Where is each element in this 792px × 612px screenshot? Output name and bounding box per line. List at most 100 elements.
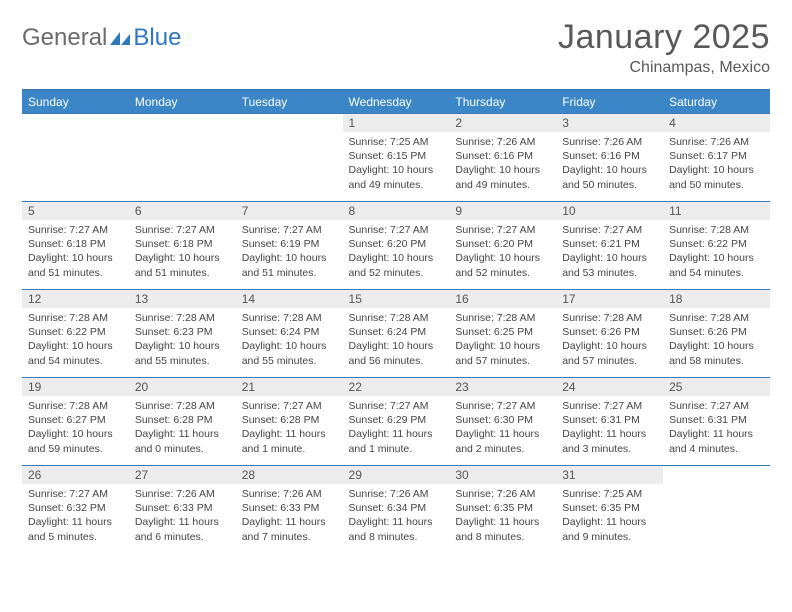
day-body: Sunrise: 7:28 AMSunset: 6:26 PMDaylight:… <box>556 308 663 372</box>
day-body: Sunrise: 7:27 AMSunset: 6:20 PMDaylight:… <box>449 220 556 284</box>
day-cell: 27Sunrise: 7:26 AMSunset: 6:33 PMDayligh… <box>129 466 236 554</box>
day-number: 31 <box>556 466 663 484</box>
day-body: Sunrise: 7:28 AMSunset: 6:28 PMDaylight:… <box>129 396 236 460</box>
week-row: 5Sunrise: 7:27 AMSunset: 6:18 PMDaylight… <box>22 202 770 290</box>
day-cell: 6Sunrise: 7:27 AMSunset: 6:18 PMDaylight… <box>129 202 236 290</box>
title-block: January 2025 Chinampas, Mexico <box>558 18 770 77</box>
day-number: 27 <box>129 466 236 484</box>
day-number: 13 <box>129 290 236 308</box>
day-body: Sunrise: 7:28 AMSunset: 6:22 PMDaylight:… <box>22 308 129 372</box>
day-number: 9 <box>449 202 556 220</box>
day-number: 6 <box>129 202 236 220</box>
day-cell: 3Sunrise: 7:26 AMSunset: 6:16 PMDaylight… <box>556 114 663 202</box>
day-cell: 7Sunrise: 7:27 AMSunset: 6:19 PMDaylight… <box>236 202 343 290</box>
calendar-head: SundayMondayTuesdayWednesdayThursdayFrid… <box>22 90 770 114</box>
day-number: 21 <box>236 378 343 396</box>
day-cell: 24Sunrise: 7:27 AMSunset: 6:31 PMDayligh… <box>556 378 663 466</box>
day-cell: 11Sunrise: 7:28 AMSunset: 6:22 PMDayligh… <box>663 202 770 290</box>
day-number: 22 <box>343 378 450 396</box>
day-body: Sunrise: 7:28 AMSunset: 6:27 PMDaylight:… <box>22 396 129 460</box>
day-cell: 19Sunrise: 7:28 AMSunset: 6:27 PMDayligh… <box>22 378 129 466</box>
day-header-row: SundayMondayTuesdayWednesdayThursdayFrid… <box>22 90 770 114</box>
day-number: 11 <box>663 202 770 220</box>
day-number: 28 <box>236 466 343 484</box>
day-header: Sunday <box>22 90 129 114</box>
day-body: Sunrise: 7:26 AMSunset: 6:17 PMDaylight:… <box>663 132 770 196</box>
day-body: Sunrise: 7:25 AMSunset: 6:15 PMDaylight:… <box>343 132 450 196</box>
day-cell: 18Sunrise: 7:28 AMSunset: 6:26 PMDayligh… <box>663 290 770 378</box>
day-cell: 5Sunrise: 7:27 AMSunset: 6:18 PMDaylight… <box>22 202 129 290</box>
day-cell: 21Sunrise: 7:27 AMSunset: 6:28 PMDayligh… <box>236 378 343 466</box>
brand-mark-icon <box>109 30 131 46</box>
day-number: 2 <box>449 114 556 132</box>
day-body: Sunrise: 7:26 AMSunset: 6:16 PMDaylight:… <box>449 132 556 196</box>
day-cell: 2Sunrise: 7:26 AMSunset: 6:16 PMDaylight… <box>449 114 556 202</box>
brand-part2: Blue <box>133 24 181 52</box>
week-row: 12Sunrise: 7:28 AMSunset: 6:22 PMDayligh… <box>22 290 770 378</box>
day-number: 3 <box>556 114 663 132</box>
day-number: 30 <box>449 466 556 484</box>
day-cell: 30Sunrise: 7:26 AMSunset: 6:35 PMDayligh… <box>449 466 556 554</box>
day-header: Saturday <box>663 90 770 114</box>
header: General Blue January 2025 Chinampas, Mex… <box>22 18 770 77</box>
day-header: Friday <box>556 90 663 114</box>
day-number: 26 <box>22 466 129 484</box>
day-number: 17 <box>556 290 663 308</box>
day-cell: 20Sunrise: 7:28 AMSunset: 6:28 PMDayligh… <box>129 378 236 466</box>
day-body: Sunrise: 7:27 AMSunset: 6:31 PMDaylight:… <box>663 396 770 460</box>
day-cell: 17Sunrise: 7:28 AMSunset: 6:26 PMDayligh… <box>556 290 663 378</box>
day-number: 16 <box>449 290 556 308</box>
day-cell: 10Sunrise: 7:27 AMSunset: 6:21 PMDayligh… <box>556 202 663 290</box>
day-body: Sunrise: 7:27 AMSunset: 6:29 PMDaylight:… <box>343 396 450 460</box>
day-number: 7 <box>236 202 343 220</box>
day-body: Sunrise: 7:28 AMSunset: 6:25 PMDaylight:… <box>449 308 556 372</box>
empty-cell <box>22 114 129 202</box>
day-number: 1 <box>343 114 450 132</box>
day-cell: 25Sunrise: 7:27 AMSunset: 6:31 PMDayligh… <box>663 378 770 466</box>
day-body: Sunrise: 7:28 AMSunset: 6:23 PMDaylight:… <box>129 308 236 372</box>
day-cell: 23Sunrise: 7:27 AMSunset: 6:30 PMDayligh… <box>449 378 556 466</box>
day-header: Monday <box>129 90 236 114</box>
day-number: 10 <box>556 202 663 220</box>
day-number: 20 <box>129 378 236 396</box>
week-row: 19Sunrise: 7:28 AMSunset: 6:27 PMDayligh… <box>22 378 770 466</box>
day-body: Sunrise: 7:26 AMSunset: 6:35 PMDaylight:… <box>449 484 556 548</box>
day-cell: 8Sunrise: 7:27 AMSunset: 6:20 PMDaylight… <box>343 202 450 290</box>
day-cell: 13Sunrise: 7:28 AMSunset: 6:23 PMDayligh… <box>129 290 236 378</box>
week-row: 26Sunrise: 7:27 AMSunset: 6:32 PMDayligh… <box>22 466 770 554</box>
day-number: 25 <box>663 378 770 396</box>
calendar-body: 1Sunrise: 7:25 AMSunset: 6:15 PMDaylight… <box>22 114 770 554</box>
day-cell: 31Sunrise: 7:25 AMSunset: 6:35 PMDayligh… <box>556 466 663 554</box>
brand-logo: General Blue <box>22 24 181 52</box>
day-cell: 28Sunrise: 7:26 AMSunset: 6:33 PMDayligh… <box>236 466 343 554</box>
day-cell: 22Sunrise: 7:27 AMSunset: 6:29 PMDayligh… <box>343 378 450 466</box>
day-cell: 29Sunrise: 7:26 AMSunset: 6:34 PMDayligh… <box>343 466 450 554</box>
day-body: Sunrise: 7:26 AMSunset: 6:33 PMDaylight:… <box>129 484 236 548</box>
day-body: Sunrise: 7:27 AMSunset: 6:30 PMDaylight:… <box>449 396 556 460</box>
day-header: Wednesday <box>343 90 450 114</box>
day-body: Sunrise: 7:26 AMSunset: 6:33 PMDaylight:… <box>236 484 343 548</box>
day-body: Sunrise: 7:26 AMSunset: 6:34 PMDaylight:… <box>343 484 450 548</box>
day-body: Sunrise: 7:25 AMSunset: 6:35 PMDaylight:… <box>556 484 663 548</box>
day-body: Sunrise: 7:27 AMSunset: 6:18 PMDaylight:… <box>129 220 236 284</box>
day-number: 18 <box>663 290 770 308</box>
day-number: 19 <box>22 378 129 396</box>
day-cell: 1Sunrise: 7:25 AMSunset: 6:15 PMDaylight… <box>343 114 450 202</box>
day-body: Sunrise: 7:27 AMSunset: 6:18 PMDaylight:… <box>22 220 129 284</box>
empty-cell <box>129 114 236 202</box>
day-body: Sunrise: 7:27 AMSunset: 6:31 PMDaylight:… <box>556 396 663 460</box>
day-number: 23 <box>449 378 556 396</box>
day-number: 5 <box>22 202 129 220</box>
day-header: Tuesday <box>236 90 343 114</box>
empty-cell <box>663 466 770 554</box>
calendar-table: SundayMondayTuesdayWednesdayThursdayFrid… <box>22 89 770 554</box>
day-body: Sunrise: 7:27 AMSunset: 6:19 PMDaylight:… <box>236 220 343 284</box>
day-body: Sunrise: 7:28 AMSunset: 6:24 PMDaylight:… <box>236 308 343 372</box>
day-body: Sunrise: 7:27 AMSunset: 6:21 PMDaylight:… <box>556 220 663 284</box>
day-number: 15 <box>343 290 450 308</box>
day-number: 12 <box>22 290 129 308</box>
brand-part1: General <box>22 24 107 52</box>
day-number: 24 <box>556 378 663 396</box>
day-cell: 9Sunrise: 7:27 AMSunset: 6:20 PMDaylight… <box>449 202 556 290</box>
location: Chinampas, Mexico <box>558 59 770 77</box>
